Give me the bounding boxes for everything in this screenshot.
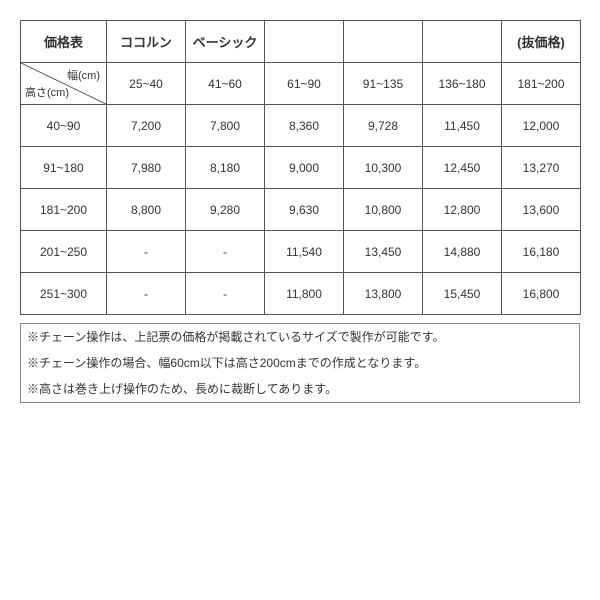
price-cell: 15,450	[423, 273, 502, 315]
price-cell: 8,800	[107, 189, 186, 231]
table-title: 価格表	[21, 21, 107, 63]
price-cell: 13,270	[502, 147, 581, 189]
header-row-1: 価格表 ココルン ベーシック (抜価格)	[21, 21, 581, 63]
price-cell: 9,280	[186, 189, 265, 231]
notes-box: ※チェーン操作は、上記票の価格が掲載されているサイズで製作が可能です。 ※チェー…	[20, 323, 580, 403]
price-cell: 12,450	[423, 147, 502, 189]
price-cell: 9,728	[344, 105, 423, 147]
price-cell: 7,800	[186, 105, 265, 147]
table-row: 40~90 7,200 7,800 8,360 9,728 11,450 12,…	[21, 105, 581, 147]
table-row: 181~200 8,800 9,280 9,630 10,800 12,800 …	[21, 189, 581, 231]
height-axis-label: 高さ(cm)	[25, 84, 69, 100]
width-range: 91~135	[344, 63, 423, 105]
table-row: 251~300 - - 11,800 13,800 15,450 16,800	[21, 273, 581, 315]
price-cell: 9,000	[265, 147, 344, 189]
price-cell: 16,180	[502, 231, 581, 273]
price-cell: 13,800	[344, 273, 423, 315]
price-cell: 10,800	[344, 189, 423, 231]
col-header: ベーシック	[186, 21, 265, 63]
width-range: 61~90	[265, 63, 344, 105]
price-cell: -	[186, 273, 265, 315]
row-label: 181~200	[21, 189, 107, 231]
note-line: ※チェーン操作は、上記票の価格が掲載されているサイズで製作が可能です。	[21, 324, 579, 350]
price-cell: 8,360	[265, 105, 344, 147]
row-label: 201~250	[21, 231, 107, 273]
header-row-2: 幅(cm) 高さ(cm) 25~40 41~60 61~90 91~135 13…	[21, 63, 581, 105]
col-header	[423, 21, 502, 63]
price-cell: -	[107, 231, 186, 273]
price-cell: -	[107, 273, 186, 315]
price-cell: 9,630	[265, 189, 344, 231]
price-cell: -	[186, 231, 265, 273]
price-cell: 8,180	[186, 147, 265, 189]
price-cell: 11,540	[265, 231, 344, 273]
price-cell: 12,000	[502, 105, 581, 147]
price-cell: 13,600	[502, 189, 581, 231]
diagonal-header: 幅(cm) 高さ(cm)	[21, 63, 107, 105]
price-cell: 12,800	[423, 189, 502, 231]
price-cell: 16,800	[502, 273, 581, 315]
price-cell: 14,880	[423, 231, 502, 273]
price-cell: 11,450	[423, 105, 502, 147]
table-row: 91~180 7,980 8,180 9,000 10,300 12,450 1…	[21, 147, 581, 189]
width-range: 41~60	[186, 63, 265, 105]
table-row: 201~250 - - 11,540 13,450 14,880 16,180	[21, 231, 581, 273]
col-header	[344, 21, 423, 63]
col-header: (抜価格)	[502, 21, 581, 63]
note-line: ※チェーン操作の場合、幅60cm以下は高さ200cmまでの作成となります。	[21, 350, 579, 376]
row-label: 40~90	[21, 105, 107, 147]
price-cell: 7,980	[107, 147, 186, 189]
col-header	[265, 21, 344, 63]
col-header: ココルン	[107, 21, 186, 63]
price-table: 価格表 ココルン ベーシック (抜価格) 幅(cm) 高さ(cm) 25~40 …	[20, 20, 581, 315]
price-cell: 11,800	[265, 273, 344, 315]
width-range: 25~40	[107, 63, 186, 105]
width-axis-label: 幅(cm)	[67, 67, 100, 83]
price-cell: 7,200	[107, 105, 186, 147]
row-label: 251~300	[21, 273, 107, 315]
width-range: 181~200	[502, 63, 581, 105]
note-line: ※高さは巻き上げ操作のため、長めに裁断してあります。	[21, 376, 579, 402]
price-cell: 10,300	[344, 147, 423, 189]
price-cell: 13,450	[344, 231, 423, 273]
row-label: 91~180	[21, 147, 107, 189]
width-range: 136~180	[423, 63, 502, 105]
